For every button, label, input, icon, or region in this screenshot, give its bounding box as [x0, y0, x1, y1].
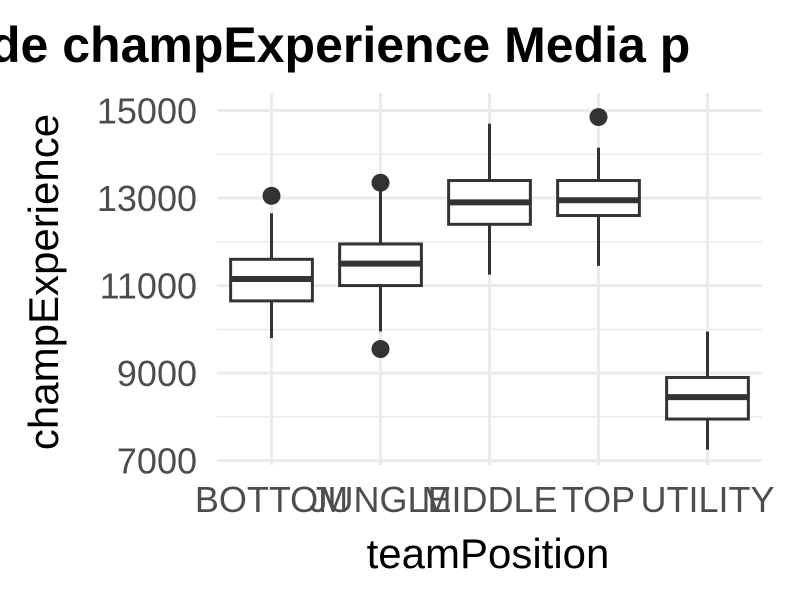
box-jungle	[338, 173, 423, 359]
x-tick-label: MIDDLE	[421, 479, 557, 520]
box-utility	[665, 331, 750, 450]
boxplot-boxes	[229, 108, 750, 450]
x-tick-label: JUNGLE	[309, 479, 451, 520]
x-tick-label: TOP	[562, 479, 635, 520]
x-tick-label: UTILITY	[640, 479, 774, 520]
outlier-point	[371, 340, 390, 359]
chart-title: de champExperience Media p	[0, 17, 690, 73]
box-top	[556, 108, 641, 266]
outlier-point	[262, 186, 281, 205]
x-tick-label: BOTTOM	[195, 479, 348, 520]
y-axis-title: champExperience	[20, 114, 67, 450]
axis-ticks: 7000 9000 11000 13000 15000 BOTTOMJUNGLEMIDDL…	[97, 91, 775, 520]
y-tick-label: 7000	[117, 441, 197, 482]
y-tick-label: 11000	[100, 266, 197, 307]
outlier-point	[589, 108, 608, 127]
y-tick-label: 15000	[97, 91, 197, 132]
y-tick-label: 13000	[97, 178, 197, 219]
x-axis-title: teamPosition	[367, 530, 610, 577]
y-tick-label: 9000	[117, 353, 197, 394]
outlier-point	[371, 173, 390, 192]
box-bottom	[229, 186, 314, 339]
box-middle	[447, 123, 532, 275]
